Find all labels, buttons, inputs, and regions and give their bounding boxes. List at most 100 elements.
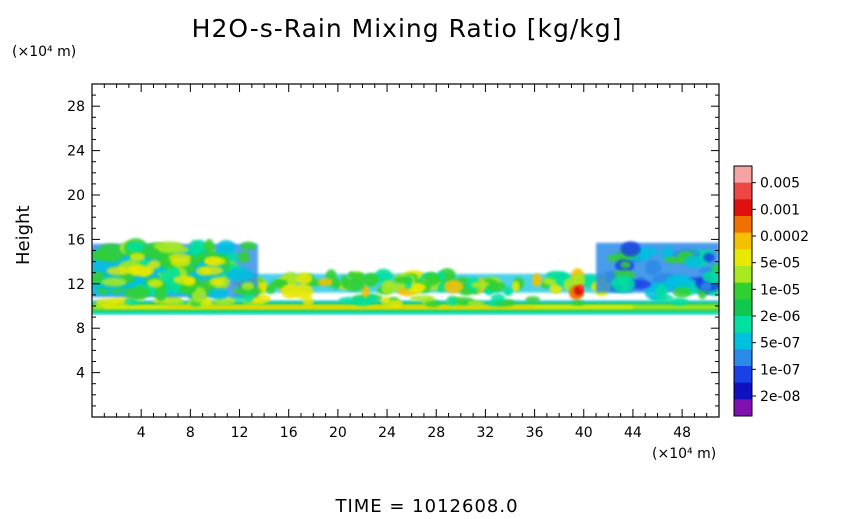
colorbar-label: 2e-06	[760, 309, 800, 325]
field-cell	[123, 285, 151, 300]
y-unit-label: (×10⁴ m)	[12, 44, 77, 60]
colorbar-swatch	[734, 249, 752, 267]
field-cell	[331, 278, 341, 290]
colorbar-swatch	[734, 282, 752, 300]
colorbar-label: 5e-07	[760, 336, 800, 352]
colorbar-label: 2e-08	[760, 389, 800, 405]
y-tick-label: 4	[76, 366, 85, 382]
field-cell	[443, 279, 464, 294]
colorbar-swatch	[734, 366, 752, 383]
field-cell	[490, 293, 505, 303]
x-tick-label: 32	[476, 425, 494, 441]
x-tick-label: 44	[624, 425, 642, 441]
y-axis-label: Height	[13, 205, 34, 265]
colorbar-swatch	[734, 399, 752, 417]
field-cell	[225, 268, 254, 282]
field-cell	[170, 257, 191, 267]
field-cell	[129, 252, 146, 262]
field-cell	[466, 300, 485, 307]
colorbar-label: 1e-07	[760, 362, 800, 378]
y-axis: 4 8 12 16 20 24 28	[67, 94, 719, 407]
field-cell	[101, 277, 127, 287]
colorbar-swatch	[734, 216, 752, 233]
x-tick-label: 24	[378, 425, 396, 441]
field-cell	[620, 241, 641, 257]
colorbar-swatch	[734, 182, 752, 200]
field-cell	[702, 270, 719, 284]
colorbar-swatch	[734, 199, 752, 217]
x-tick-label: 16	[280, 425, 298, 441]
field-cell	[525, 295, 541, 304]
field-cell	[124, 297, 139, 305]
field-cell	[486, 281, 506, 292]
field-cell	[317, 278, 335, 287]
colorbar-swatch	[734, 266, 752, 283]
colorbar-label: 0.0002	[760, 229, 809, 245]
field-cell	[549, 283, 563, 294]
field-cell	[237, 251, 250, 264]
field-cell	[233, 286, 262, 296]
field-cell	[208, 287, 229, 300]
field-cell	[183, 277, 196, 287]
x-tick-label: 40	[575, 425, 593, 441]
field-cell	[241, 282, 255, 291]
field-cell	[95, 298, 119, 308]
field-cell	[204, 256, 226, 266]
field-cell	[216, 240, 236, 255]
colorbar-label: 5e-05	[760, 256, 800, 272]
x-tick-label: 48	[673, 425, 691, 441]
y-tick-label: 12	[67, 277, 85, 293]
field-cell	[188, 239, 201, 257]
colorbar-swatch	[734, 166, 752, 183]
y-tick-label: 16	[67, 232, 85, 248]
colorbar-label: 0.001	[760, 202, 800, 218]
field-cell	[578, 284, 584, 290]
field-cell	[655, 284, 668, 301]
field-cell	[281, 284, 300, 299]
field-cell	[407, 282, 427, 292]
colorbar-swatch	[734, 316, 752, 333]
field-band	[92, 312, 719, 315]
field-cell	[209, 277, 225, 287]
field-cell	[424, 300, 441, 308]
field-cell	[147, 278, 163, 288]
x-tick-label: 8	[186, 425, 195, 441]
field-cell	[381, 279, 394, 295]
field-cell	[503, 286, 513, 297]
field-cell	[703, 252, 715, 263]
y-tick-label: 8	[76, 321, 85, 337]
field-cell	[700, 282, 712, 292]
colorbar-swatch	[734, 232, 752, 250]
colorbar-label: 1e-05	[760, 282, 800, 298]
x-tick-label: 20	[329, 425, 347, 441]
field-cell	[352, 296, 373, 307]
field-cell	[546, 270, 565, 280]
y-tick-label: 20	[67, 188, 85, 204]
field-cell	[610, 275, 636, 293]
field-cell	[388, 299, 404, 308]
x-tick-label: 28	[427, 425, 445, 441]
field-cell	[684, 255, 703, 268]
field-cell	[666, 276, 695, 289]
heatmap-field	[92, 238, 719, 315]
field-cell	[409, 295, 435, 302]
colorbar-swatch	[734, 382, 752, 400]
field-cell	[393, 276, 413, 284]
field-cell	[363, 272, 379, 287]
field-cell	[158, 245, 190, 254]
field-cell	[147, 260, 161, 269]
field-cell	[531, 273, 543, 287]
field-cell	[645, 259, 661, 276]
field-cell	[620, 261, 631, 269]
colorbar-swatch	[734, 349, 752, 367]
field-cell	[670, 297, 689, 306]
field-cell	[446, 295, 458, 306]
field-band	[165, 306, 535, 309]
field-cell	[542, 277, 558, 285]
field-cell	[240, 241, 257, 251]
x-tick-label: 4	[137, 425, 146, 441]
field-cell	[347, 271, 356, 279]
field-cell	[672, 287, 691, 298]
x-tick-label: 36	[526, 425, 544, 441]
